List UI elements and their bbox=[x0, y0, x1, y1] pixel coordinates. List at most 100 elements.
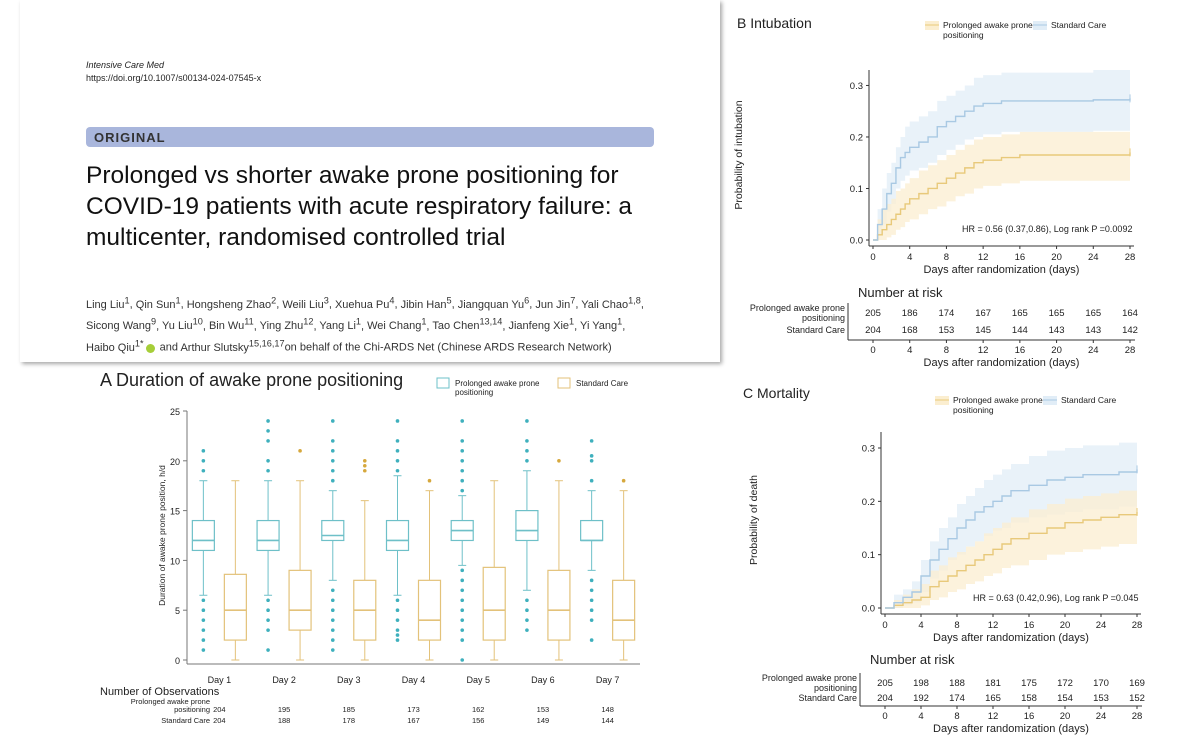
author-name[interactable]: Jibin Han5 bbox=[400, 295, 452, 311]
risk-value: 175 bbox=[1021, 678, 1037, 689]
orcid-icon[interactable] bbox=[145, 343, 155, 353]
obs-value: 149 bbox=[537, 716, 550, 725]
y-tick-label: 0.1 bbox=[862, 550, 875, 561]
x-tick-label: 12 bbox=[978, 252, 989, 263]
risk-value: 142 bbox=[1122, 325, 1138, 336]
x-tick-label: 4 bbox=[907, 345, 912, 356]
risk-value: 181 bbox=[985, 678, 1001, 689]
author-name[interactable]: Jun Jin7 bbox=[535, 295, 576, 311]
author-name[interactable]: Xuehua Pu4 bbox=[334, 295, 395, 311]
x-tick-label: 20 bbox=[1060, 711, 1071, 722]
obs-row-label: Prolonged awake prone bbox=[131, 697, 210, 706]
obs-value: 144 bbox=[601, 716, 614, 725]
author-name[interactable]: Arthur Slutsky15,16,17 bbox=[180, 338, 285, 354]
author-name[interactable]: Yi Yang1 bbox=[580, 316, 623, 333]
author-name[interactable]: Weili Liu3 bbox=[282, 295, 329, 311]
risk-row-label: Prolonged awake prone bbox=[762, 673, 857, 683]
risk-value: 204 bbox=[865, 325, 881, 336]
journal-name: Intensive Care Med bbox=[86, 60, 165, 70]
x-tick-label: 16 bbox=[1024, 620, 1035, 631]
author-name[interactable]: Jiangquan Yu6 bbox=[457, 295, 530, 311]
outlier-point bbox=[201, 468, 206, 473]
author-affiliation: 7 bbox=[570, 295, 576, 305]
box-body bbox=[580, 519, 604, 542]
risk-value: 152 bbox=[1129, 693, 1145, 704]
obs-row-label: positioning bbox=[174, 705, 210, 714]
outlier-point bbox=[330, 598, 335, 603]
risk-row-label: positioning bbox=[814, 683, 857, 693]
y-axis-label: Probability of death bbox=[748, 475, 760, 565]
author-name[interactable]: Sicong Wang9 bbox=[86, 316, 157, 333]
author-affiliation: 12 bbox=[303, 316, 314, 327]
obs-value: 204 bbox=[213, 716, 226, 725]
risk-value: 165 bbox=[1012, 308, 1028, 319]
author-name[interactable]: Wei Chang1 bbox=[367, 316, 427, 333]
outlier-point bbox=[460, 478, 465, 483]
box-body bbox=[191, 519, 215, 552]
y-tick-label: 10 bbox=[170, 556, 180, 566]
outlier-point bbox=[266, 618, 270, 622]
outlier-point bbox=[330, 638, 335, 642]
author-name[interactable]: Jianfeng Xie1 bbox=[508, 316, 575, 333]
outlier-point bbox=[589, 608, 594, 612]
legend-swatch bbox=[436, 377, 450, 389]
risk-value: 174 bbox=[949, 693, 965, 704]
outlier-point bbox=[589, 454, 594, 458]
author-affiliation: 10 bbox=[192, 316, 203, 327]
outlier-point bbox=[330, 608, 335, 612]
outlier-point bbox=[330, 468, 335, 473]
outlier-point bbox=[460, 439, 465, 443]
outlier-point bbox=[201, 598, 206, 603]
author-name[interactable]: Tao Chen13,14 bbox=[432, 316, 503, 333]
outlier-point bbox=[395, 449, 400, 453]
author-name[interactable]: Bin Wu11 bbox=[208, 316, 254, 333]
author-name[interactable]: Ying Zhu12 bbox=[259, 316, 314, 333]
outlier-point bbox=[589, 588, 594, 593]
doi-link[interactable]: https://doi.org/10.1007/s00134-024-07545… bbox=[86, 73, 262, 83]
author-name[interactable]: Hongsheng Zhao2 bbox=[186, 295, 277, 311]
badge-label: ORIGINAL bbox=[94, 130, 166, 145]
x-tick-label: 24 bbox=[1088, 345, 1099, 356]
outlier-point bbox=[460, 638, 465, 642]
outlier-point bbox=[460, 598, 465, 603]
y-tick-label: 0.2 bbox=[850, 132, 863, 143]
box-body bbox=[385, 519, 410, 552]
outlier-point bbox=[330, 478, 335, 483]
confidence-band bbox=[873, 129, 1130, 240]
box-body bbox=[547, 569, 571, 641]
x-tick-label: Day 2 bbox=[272, 675, 296, 685]
author-name[interactable]: Yang Li1 bbox=[319, 316, 361, 333]
author-name[interactable]: Yu Liu10 bbox=[162, 316, 203, 333]
x-tick-label: 0 bbox=[870, 345, 875, 356]
risk-value: 158 bbox=[1021, 693, 1037, 704]
article-header: Intensive Care Med https://doi.org/10.10… bbox=[20, 0, 720, 362]
author-affiliation: 1 bbox=[569, 316, 575, 327]
author-affiliation: 1 bbox=[175, 295, 181, 305]
km-curve bbox=[873, 98, 1131, 241]
x-tick-label: 0 bbox=[870, 252, 875, 263]
outlier-point bbox=[266, 439, 270, 443]
box-body bbox=[288, 569, 312, 631]
legend-label: positioning bbox=[943, 30, 984, 40]
author-name[interactable]: Ling Liu1 bbox=[86, 295, 130, 311]
risk-value: 144 bbox=[1012, 325, 1028, 336]
risk-value: 165 bbox=[1049, 308, 1065, 319]
y-tick-label: 0.1 bbox=[850, 184, 863, 195]
outlier-point bbox=[266, 419, 270, 423]
y-tick-label: 0.0 bbox=[850, 236, 863, 247]
x-tick-label: 4 bbox=[918, 711, 923, 722]
legend-swatch bbox=[557, 377, 571, 389]
obs-value: 204 bbox=[213, 705, 226, 714]
author-name[interactable]: Yali Chao1,8 bbox=[581, 295, 641, 311]
author-name[interactable]: Haibo Qiu1* bbox=[86, 338, 144, 354]
outlier-point bbox=[460, 578, 465, 583]
author-affiliation: 9 bbox=[151, 316, 157, 327]
x-tick-label: Day 7 bbox=[596, 675, 620, 685]
obs-value: 162 bbox=[472, 705, 485, 714]
author-list: Ling Liu1, Qin Sun1, Hongsheng Zhao2, We… bbox=[86, 295, 644, 354]
chart-title: A Duration of awake prone positioning bbox=[100, 370, 403, 390]
outlier-point bbox=[266, 468, 270, 473]
author-name[interactable]: Qin Sun1 bbox=[135, 295, 181, 311]
outlier-point bbox=[460, 588, 465, 593]
